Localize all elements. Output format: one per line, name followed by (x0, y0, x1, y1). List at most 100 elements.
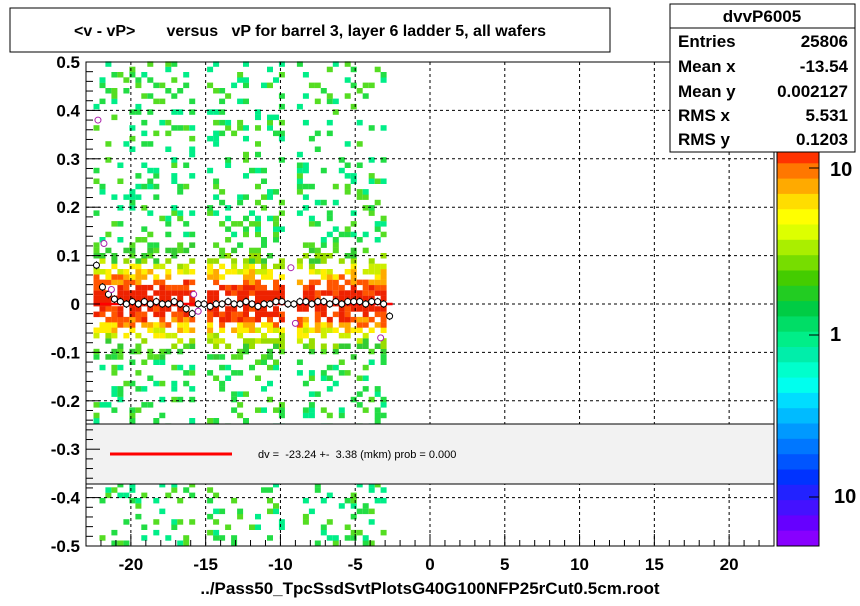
heatmap-cell (93, 295, 100, 302)
heatmap-cell (255, 226, 261, 232)
heatmap-cell (111, 306, 118, 312)
heatmap-cell (207, 109, 214, 115)
heatmap-cell (153, 290, 160, 296)
heatmap-cell (123, 519, 130, 525)
heatmap-cell (362, 93, 369, 99)
y-tick-label: -0.2 (51, 392, 80, 411)
heatmap-cell (296, 151, 303, 158)
heatmap-cell (225, 311, 232, 318)
heatmap-cell (338, 503, 345, 509)
heatmap-cell (314, 322, 321, 328)
heatmap-cell (105, 327, 112, 333)
heatmap-cell (368, 178, 375, 184)
profile-point (242, 298, 250, 306)
heatmap-cell (147, 306, 154, 312)
heatmap-cell (213, 130, 220, 137)
heatmap-cell (225, 93, 232, 99)
heatmap-cell (368, 481, 375, 488)
heatmap-cell (225, 290, 232, 296)
heatmap-cell (99, 269, 106, 275)
heatmap-cell (177, 183, 184, 190)
colorbar-swatch (777, 423, 819, 440)
heatmap-cell (123, 258, 130, 264)
heatmap-cell (314, 279, 321, 286)
heatmap-cell (267, 316, 273, 323)
heatmap-cell (261, 258, 267, 264)
heatmap-cell (99, 311, 106, 318)
heatmap-cell (177, 215, 184, 222)
profile-point (110, 295, 118, 303)
heatmap-cell (231, 535, 238, 541)
heatmap-cell (123, 540, 130, 546)
heatmap-cell (117, 284, 124, 291)
heatmap-cell (249, 279, 255, 286)
heatmap-cell (153, 173, 160, 179)
heatmap-cell (243, 77, 249, 83)
heatmap-cell (255, 290, 261, 296)
heatmap-cell (338, 306, 345, 312)
heatmap-cell (219, 247, 226, 254)
stats-label-entries: Entries (678, 32, 736, 51)
heatmap-cell (356, 402, 363, 408)
heatmap-cell (129, 109, 136, 115)
heatmap-cell (332, 247, 339, 254)
heatmap-cell (147, 167, 154, 174)
heatmap-cell (273, 290, 279, 296)
heatmap-cell (308, 221, 315, 227)
heatmap-cell (105, 157, 112, 163)
heatmap-cell (237, 508, 244, 515)
heatmap-cell (135, 269, 142, 275)
heatmap-cell (278, 348, 285, 355)
heatmap-cell (219, 322, 226, 328)
heatmap-cell (93, 210, 100, 216)
heatmap-cell (296, 338, 303, 344)
heatmap-cell (374, 418, 381, 424)
heatmap-cell (314, 221, 321, 227)
heatmap-cell (147, 284, 154, 291)
heatmap-cell (362, 231, 369, 238)
heatmap-cell (141, 269, 148, 275)
heatmap-cell (296, 103, 303, 110)
heatmap-cell (213, 492, 220, 499)
heatmap-cell (338, 290, 345, 296)
heatmap-cell (249, 343, 255, 349)
colorbar-swatch (777, 163, 819, 180)
y-tick-label: 0.1 (56, 247, 80, 266)
heatmap-cell (362, 290, 369, 296)
x-tick-label: -10 (268, 555, 293, 574)
heatmap-cell (117, 348, 124, 355)
heatmap-cell (350, 231, 357, 238)
heatmap-cell (326, 327, 333, 333)
heatmap-cell (135, 290, 142, 296)
heatmap-cell (147, 242, 154, 248)
heatmap-cell (326, 322, 333, 328)
heatmap-cell (350, 513, 357, 520)
heatmap-cell (302, 316, 309, 323)
heatmap-cell (141, 492, 148, 499)
heatmap-cell (332, 327, 339, 333)
heatmap-cell (237, 98, 244, 105)
heatmap-cell (219, 380, 226, 387)
heatmap-cell (183, 221, 190, 227)
heatmap-cell (255, 375, 261, 381)
heatmap-cell (141, 284, 148, 291)
heatmap-cell (243, 418, 249, 424)
profile-point (194, 300, 202, 308)
heatmap-cell (141, 322, 148, 328)
heatmap-cell (105, 402, 112, 408)
heatmap-cell (189, 418, 196, 424)
heatmap-cell (177, 348, 184, 355)
heatmap-cell (231, 391, 238, 397)
heatmap-cell (332, 348, 339, 355)
heatmap-cell (177, 497, 184, 504)
heatmap-cell (159, 119, 166, 126)
heatmap-cell (338, 284, 345, 291)
heatmap-cell (380, 306, 387, 312)
heatmap-cell (141, 359, 148, 365)
heatmap-cell (273, 263, 279, 270)
heatmap-cell (123, 332, 130, 339)
heatmap-cell (159, 508, 166, 515)
heatmap-cell (249, 258, 255, 264)
heatmap-cell (183, 247, 190, 254)
heatmap-cell (117, 364, 124, 371)
